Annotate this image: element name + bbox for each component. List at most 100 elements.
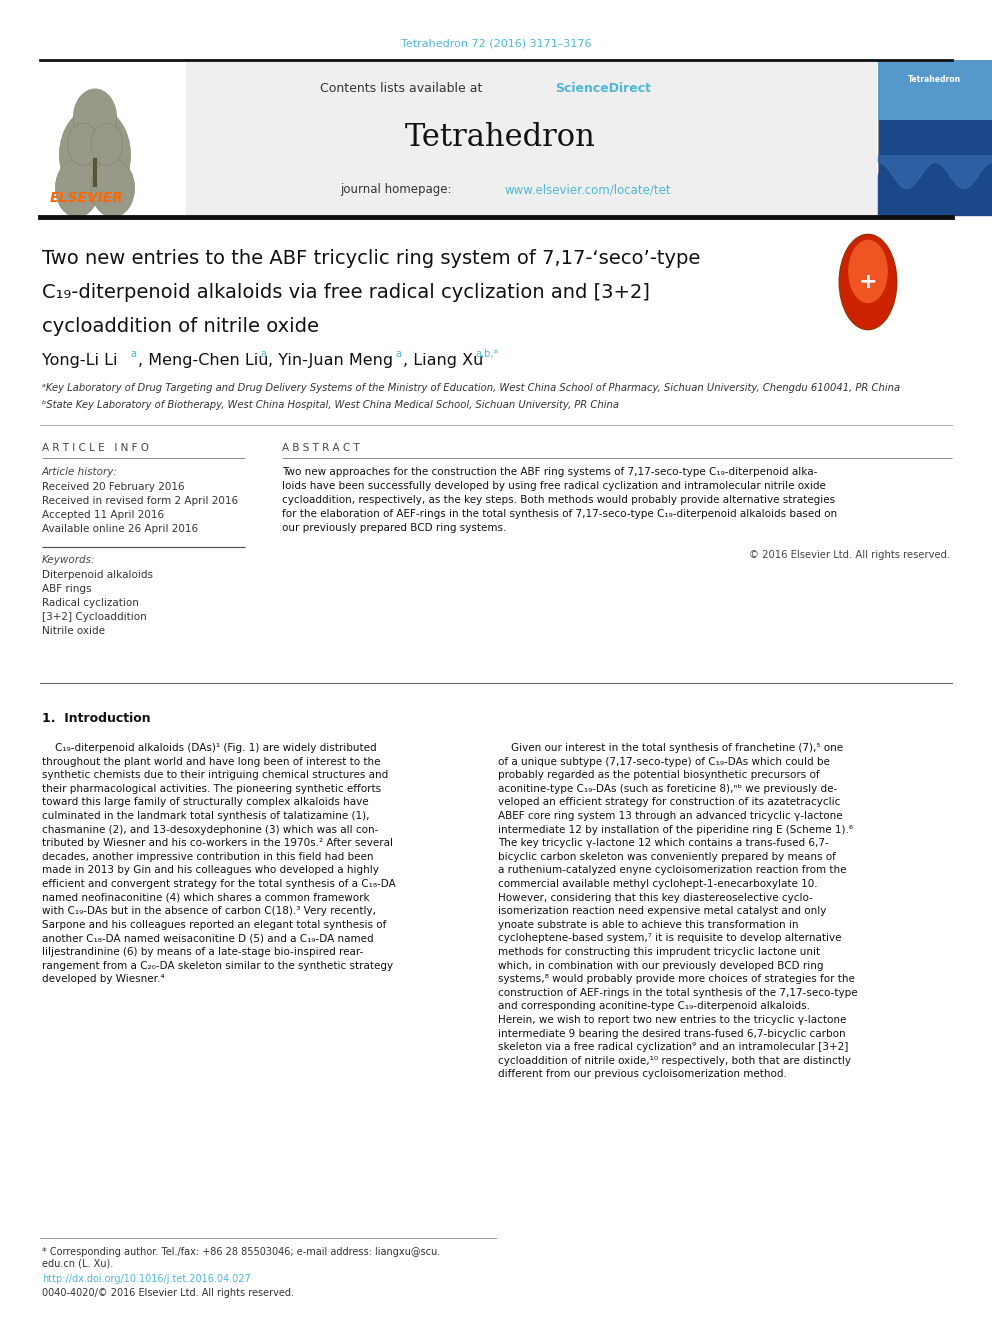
Text: a ruthenium-catalyzed enyne cycloisomerization reaction from the: a ruthenium-catalyzed enyne cycloisomeri… — [498, 865, 846, 876]
Text: intermediate 9 bearing the desired trans-fused 6,7-bicyclic carbon: intermediate 9 bearing the desired trans… — [498, 1028, 845, 1039]
Circle shape — [91, 159, 135, 217]
Text: http://dx.doi.org/10.1016/j.tet.2016.04.027: http://dx.doi.org/10.1016/j.tet.2016.04.… — [42, 1274, 251, 1285]
Ellipse shape — [848, 239, 888, 303]
Text: which, in combination with our previously developed BCD ring: which, in combination with our previousl… — [498, 960, 823, 971]
Text: , Liang Xu: , Liang Xu — [403, 352, 483, 368]
Text: efficient and convergent strategy for the total synthesis of a C₁₈-DA: efficient and convergent strategy for th… — [42, 878, 396, 889]
Text: commercial available methyl cyclohept-1-enecarboxylate 10.: commercial available methyl cyclohept-1-… — [498, 878, 817, 889]
Text: aconitine-type C₁₉-DAs (such as foreticine 8),ⁿᵇ we previously de-: aconitine-type C₁₉-DAs (such as foretici… — [498, 783, 837, 794]
Text: bicyclic carbon skeleton was conveniently prepared by means of: bicyclic carbon skeleton was convenientl… — [498, 852, 836, 861]
Text: 0040-4020/© 2016 Elsevier Ltd. All rights reserved.: 0040-4020/© 2016 Elsevier Ltd. All right… — [42, 1289, 294, 1298]
Text: Herein, we wish to report two new entries to the tricyclic γ-lactone: Herein, we wish to report two new entrie… — [498, 1015, 846, 1025]
Text: of a unique subtype (7,17-seco-type) of C₁₉-DAs which could be: of a unique subtype (7,17-seco-type) of … — [498, 757, 830, 766]
Text: intermediate 12 by installation of the piperidine ring E (Scheme 1).⁶: intermediate 12 by installation of the p… — [498, 824, 853, 835]
Bar — [40, 60, 877, 216]
Text: synthetic chemists due to their intriguing chemical structures and: synthetic chemists due to their intrigui… — [42, 770, 388, 781]
Text: and corresponding aconitine-type C₁₉-diterpenoid alkaloids.: and corresponding aconitine-type C₁₉-dit… — [498, 1002, 810, 1011]
Text: journal homepage:: journal homepage: — [340, 184, 455, 197]
Text: Available online 26 April 2016: Available online 26 April 2016 — [42, 524, 198, 534]
Text: rangement from a C₂₀-DA skeleton similar to the synthetic strategy: rangement from a C₂₀-DA skeleton similar… — [42, 960, 393, 971]
Text: A R T I C L E   I N F O: A R T I C L E I N F O — [42, 443, 149, 452]
Text: Keywords:: Keywords: — [42, 556, 95, 565]
Text: ᵇState Key Laboratory of Biotherapy, West China Hospital, West China Medical Sch: ᵇState Key Laboratory of Biotherapy, Wes… — [42, 400, 619, 410]
Text: named neofinaconitine (4) which shares a common framework: named neofinaconitine (4) which shares a… — [42, 893, 370, 902]
Text: * Corresponding author. Tel./fax: +86 28 85503046; e-mail address: liangxu@scu.: * Corresponding author. Tel./fax: +86 28… — [42, 1248, 440, 1257]
Text: CrossMark: CrossMark — [844, 303, 892, 312]
Text: veloped an efficient strategy for construction of its azatetracyclic: veloped an efficient strategy for constr… — [498, 798, 840, 807]
Text: methods for constructing this imprudent tricyclic lactone unit: methods for constructing this imprudent … — [498, 947, 820, 957]
Text: decades, another impressive contribution in this field had been: decades, another impressive contribution… — [42, 852, 374, 861]
Text: Tetrahedron: Tetrahedron — [405, 123, 595, 153]
Ellipse shape — [839, 234, 897, 329]
Text: , Meng-Chen Liu: , Meng-Chen Liu — [138, 352, 269, 368]
Text: Received in revised form 2 April 2016: Received in revised form 2 April 2016 — [42, 496, 238, 505]
Text: a,b,*: a,b,* — [475, 349, 498, 359]
Circle shape — [56, 159, 99, 217]
Text: a: a — [260, 349, 266, 359]
Bar — [878, 60, 992, 120]
Text: different from our previous cycloisomerization method.: different from our previous cycloisomeri… — [498, 1069, 787, 1080]
Text: chasmanine (2), and 13-desoxydephonine (3) which was all con-: chasmanine (2), and 13-desoxydephonine (… — [42, 824, 378, 835]
Text: Diterpenoid alkaloids: Diterpenoid alkaloids — [42, 570, 153, 579]
Circle shape — [67, 123, 99, 165]
Text: for the elaboration of AEF-rings in the total synthesis of 7,17-seco-type C₁₉-di: for the elaboration of AEF-rings in the … — [282, 509, 837, 519]
Circle shape — [91, 123, 123, 165]
Text: However, considering that this key diastereoselective cyclo-: However, considering that this key diast… — [498, 893, 812, 902]
Text: A B S T R A C T: A B S T R A C T — [282, 443, 360, 452]
Text: ABF rings: ABF rings — [42, 583, 91, 594]
Text: www.elsevier.com/locate/tet: www.elsevier.com/locate/tet — [505, 184, 672, 197]
Text: cycloaddition of nitrile oxide,¹⁰ respectively, both that are distinctly: cycloaddition of nitrile oxide,¹⁰ respec… — [498, 1056, 851, 1066]
Text: 1.  Introduction: 1. Introduction — [42, 712, 151, 725]
Text: developed by Wiesner.⁴: developed by Wiesner.⁴ — [42, 974, 165, 984]
Text: throughout the plant world and have long been of interest to the: throughout the plant world and have long… — [42, 757, 381, 766]
Text: [3+2] Cycloaddition: [3+2] Cycloaddition — [42, 613, 147, 622]
Circle shape — [60, 107, 131, 202]
Text: skeleton via a free radical cyclization⁹ and an intramolecular [3+2]: skeleton via a free radical cyclization⁹… — [498, 1043, 848, 1052]
Text: with C₁₉-DAs but in the absence of carbon C(18).³ Very recently,: with C₁₉-DAs but in the absence of carbo… — [42, 906, 376, 917]
Text: Received 20 February 2016: Received 20 February 2016 — [42, 482, 185, 492]
Text: their pharmacological activities. The pioneering synthetic efforts: their pharmacological activities. The pi… — [42, 783, 381, 794]
Text: Two new approaches for the construction the ABF ring systems of 7,17-seco-type C: Two new approaches for the construction … — [282, 467, 817, 478]
Text: Nitrile oxide: Nitrile oxide — [42, 626, 105, 636]
Bar — [878, 60, 992, 216]
Text: Given our interest in the total synthesis of franchetine (7),⁵ one: Given our interest in the total synthesi… — [498, 744, 843, 753]
Text: isomerization reaction need expensive metal catalyst and only: isomerization reaction need expensive me… — [498, 906, 826, 917]
Text: another C₁₈-DA named weisaconitine D (5) and a C₁₉-DA named: another C₁₈-DA named weisaconitine D (5)… — [42, 934, 374, 943]
Text: , Yin-Juan Meng: , Yin-Juan Meng — [268, 352, 393, 368]
Text: ScienceDirect: ScienceDirect — [555, 82, 651, 94]
Text: edu.cn (L. Xu).: edu.cn (L. Xu). — [42, 1259, 113, 1269]
Text: Yong-Li Li: Yong-Li Li — [42, 352, 117, 368]
Text: The key tricyclic γ-lactone 12 which contains a trans-fused 6,7-: The key tricyclic γ-lactone 12 which con… — [498, 839, 828, 848]
Text: Radical cyclization: Radical cyclization — [42, 598, 139, 609]
Circle shape — [73, 89, 117, 147]
Bar — [40, 60, 186, 216]
Text: ynoate substrate is able to achieve this transformation in: ynoate substrate is able to achieve this… — [498, 919, 799, 930]
Text: Article history:: Article history: — [42, 467, 118, 478]
Text: probably regarded as the potential biosynthetic precursors of: probably regarded as the potential biosy… — [498, 770, 819, 781]
Text: cycloaddition of nitrile oxide: cycloaddition of nitrile oxide — [42, 316, 319, 336]
Text: ABEF core ring system 13 through an advanced tricyclic γ-lactone: ABEF core ring system 13 through an adva… — [498, 811, 842, 822]
Text: Accepted 11 April 2016: Accepted 11 April 2016 — [42, 509, 164, 520]
Text: a: a — [395, 349, 401, 359]
Text: Sarpone and his colleagues reported an elegant total synthesis of: Sarpone and his colleagues reported an e… — [42, 919, 386, 930]
Text: our previously prepared BCD ring systems.: our previously prepared BCD ring systems… — [282, 523, 506, 533]
Text: systems,⁸ would probably provide more choices of strategies for the: systems,⁸ would probably provide more ch… — [498, 974, 855, 984]
Text: ELSEVIER: ELSEVIER — [50, 191, 124, 205]
Text: liljestrandinine (6) by means of a late-stage bio-inspired rear-: liljestrandinine (6) by means of a late-… — [42, 947, 363, 957]
Text: C₁₉-diterpenoid alkaloids (DAs)¹ (Fig. 1) are widely distributed: C₁₉-diterpenoid alkaloids (DAs)¹ (Fig. 1… — [42, 744, 377, 753]
Text: Tetrahedron: Tetrahedron — [908, 75, 961, 85]
Text: Two new entries to the ABF tricyclic ring system of 7,17-‘seco’-type: Two new entries to the ABF tricyclic rin… — [42, 249, 700, 267]
Text: loids have been successfully developed by using free radical cyclization and int: loids have been successfully developed b… — [282, 482, 826, 491]
Text: construction of AEF-rings in the total synthesis of the 7,17-seco-type: construction of AEF-rings in the total s… — [498, 988, 858, 998]
Text: toward this large family of structurally complex alkaloids have: toward this large family of structurally… — [42, 798, 369, 807]
Text: Tetrahedron 72 (2016) 3171–3176: Tetrahedron 72 (2016) 3171–3176 — [401, 38, 591, 49]
Text: Contents lists available at: Contents lists available at — [320, 82, 486, 94]
Text: C₁₉-diterpenoid alkaloids via free radical cyclization and [3+2]: C₁₉-diterpenoid alkaloids via free radic… — [42, 283, 650, 302]
Text: cycloaddition, respectively, as the key steps. Both methods would probably provi: cycloaddition, respectively, as the key … — [282, 495, 835, 505]
Text: © 2016 Elsevier Ltd. All rights reserved.: © 2016 Elsevier Ltd. All rights reserved… — [749, 550, 950, 560]
Text: made in 2013 by Gin and his colleagues who developed a highly: made in 2013 by Gin and his colleagues w… — [42, 865, 379, 876]
Text: cycloheptene-based system,⁷ it is requisite to develop alternative: cycloheptene-based system,⁷ it is requis… — [498, 934, 841, 943]
Text: a: a — [130, 349, 136, 359]
Text: culminated in the landmark total synthesis of talatizamine (1),: culminated in the landmark total synthes… — [42, 811, 369, 822]
Text: ᵃKey Laboratory of Drug Targeting and Drug Delivery Systems of the Ministry of E: ᵃKey Laboratory of Drug Targeting and Dr… — [42, 382, 900, 393]
